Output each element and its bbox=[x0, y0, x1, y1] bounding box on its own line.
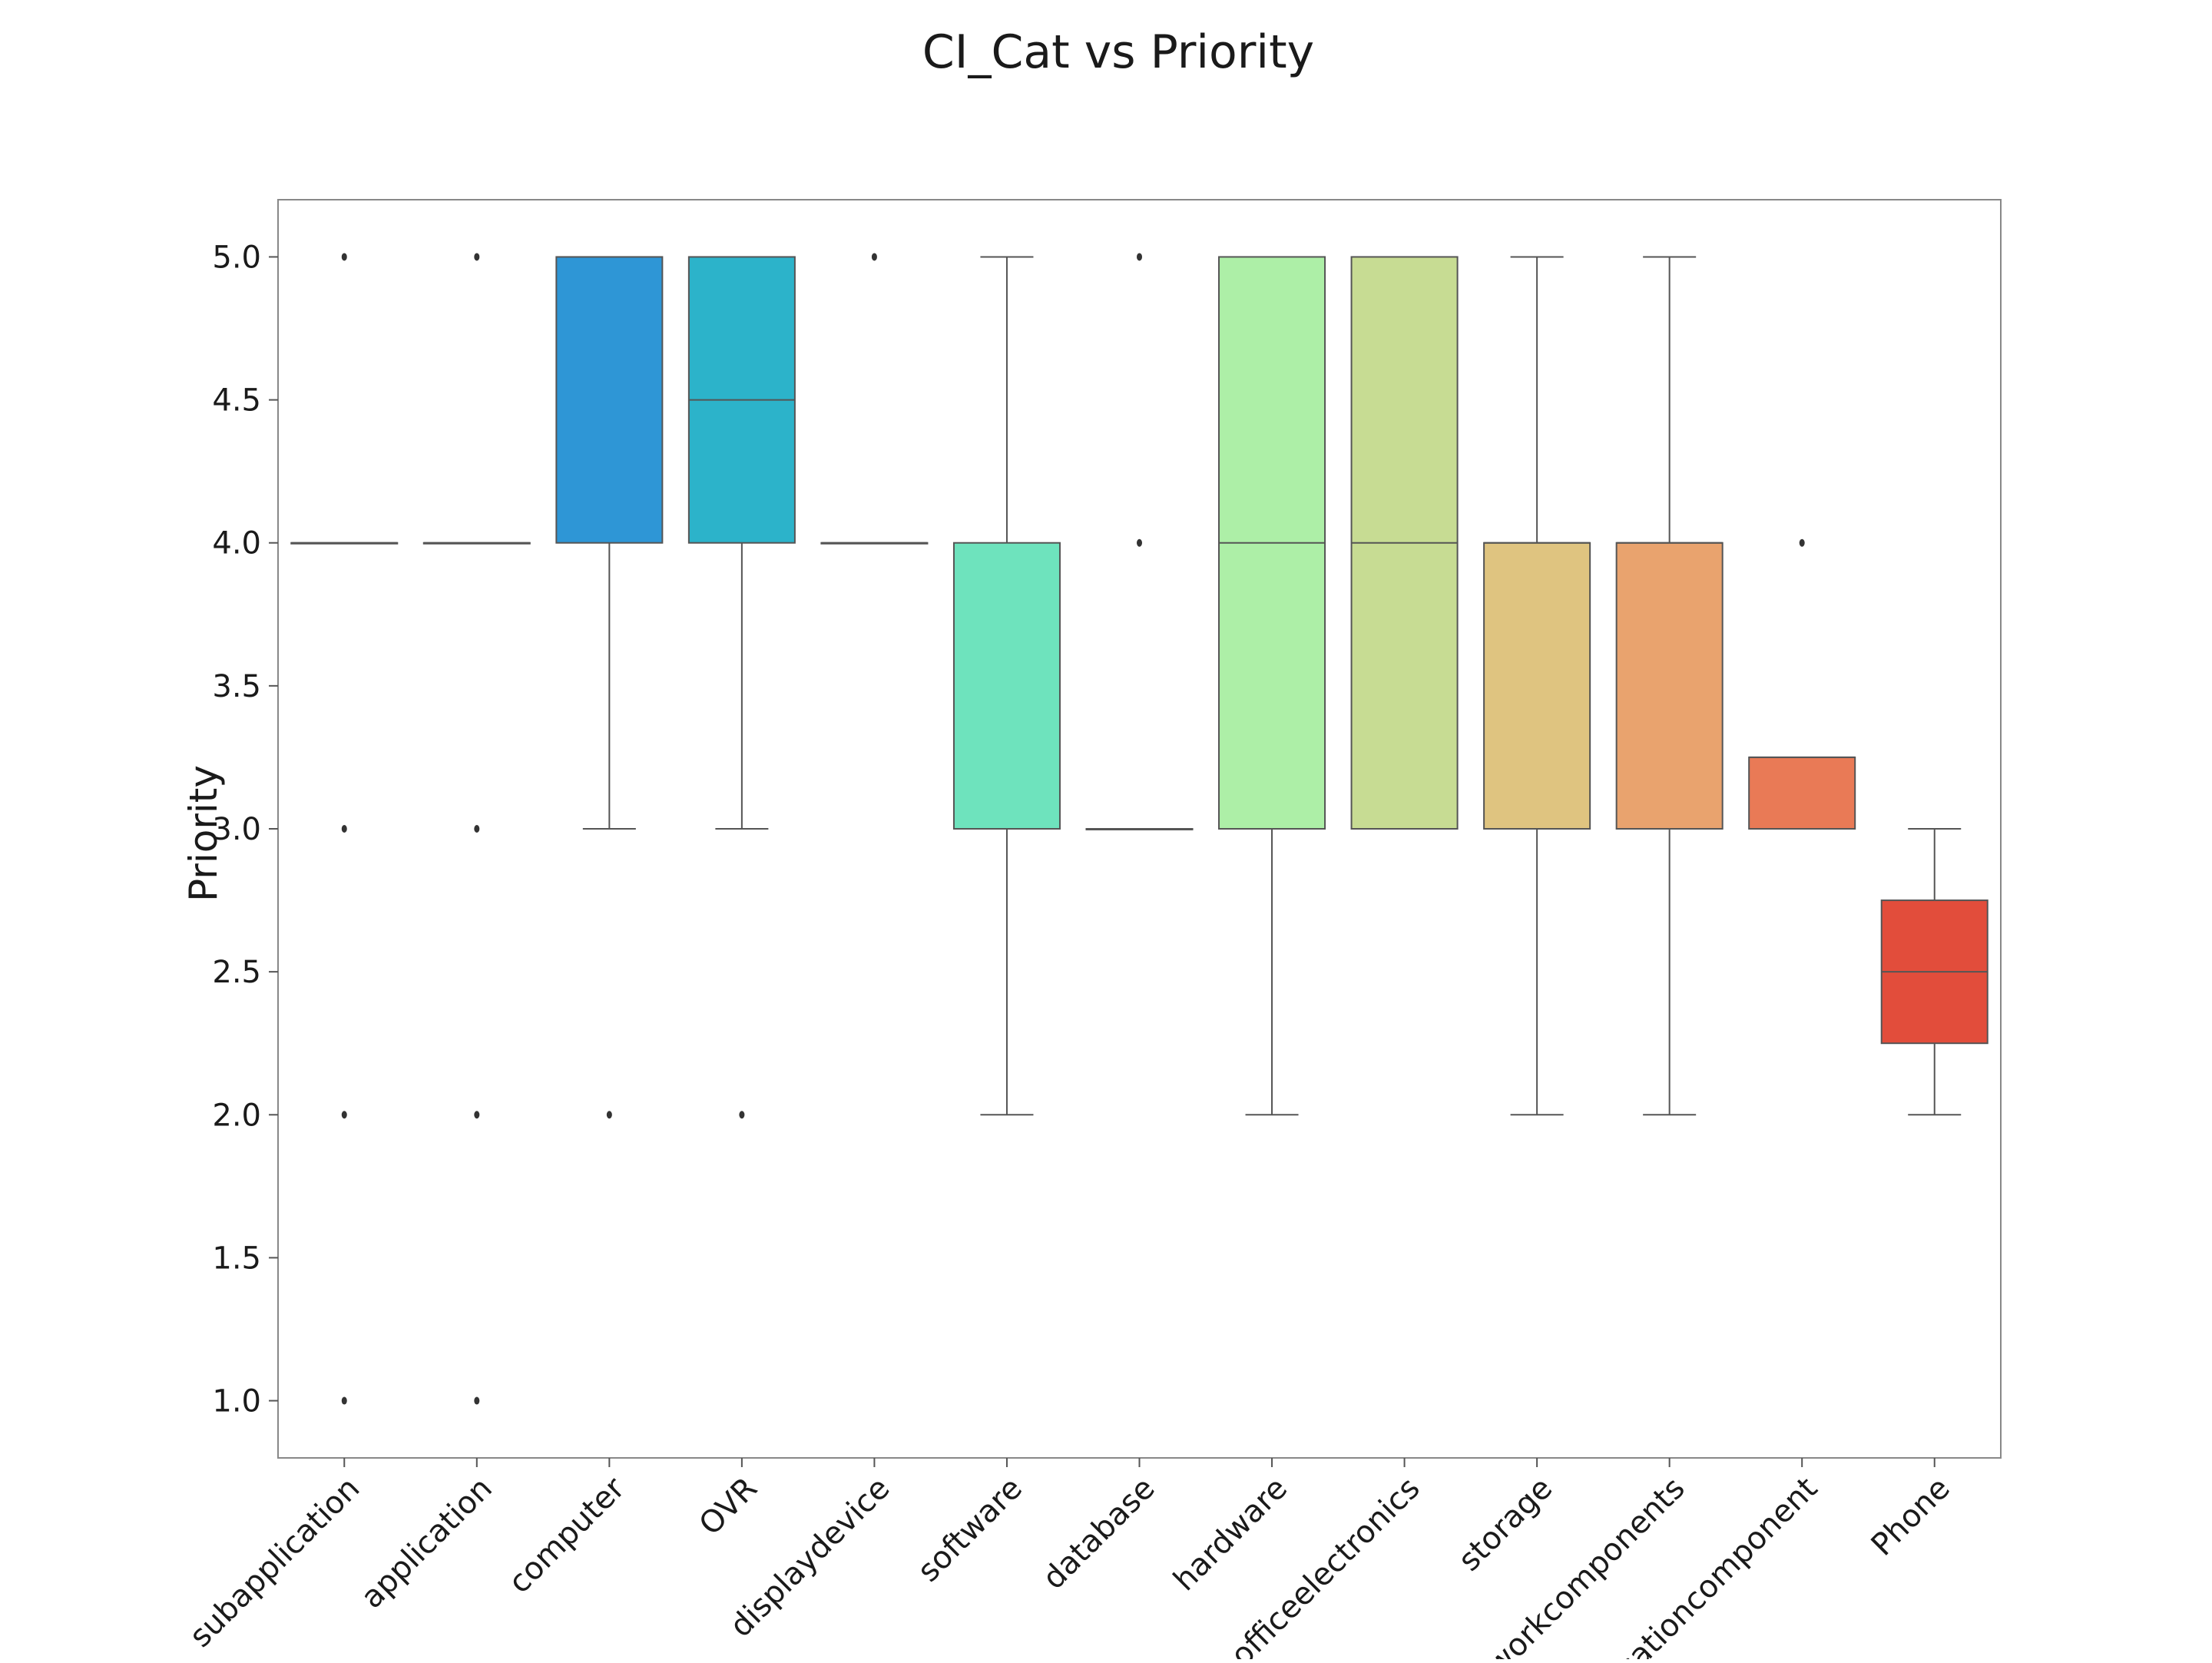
x-tick-label: computer bbox=[502, 1470, 631, 1600]
y-axis-label: Priority bbox=[181, 765, 226, 902]
box-computer bbox=[555, 256, 664, 544]
y-tick-label: 3.0 bbox=[212, 812, 261, 847]
x-tick-label: subapplication bbox=[183, 1471, 366, 1655]
outlier-point bbox=[341, 825, 347, 833]
x-tick-label: storage bbox=[1452, 1471, 1559, 1579]
box-applicationcomponent bbox=[1748, 756, 1856, 830]
x-tick-label: Phone bbox=[1865, 1471, 1957, 1563]
outlier-point bbox=[341, 253, 347, 261]
y-tick-label: 2.0 bbox=[212, 1098, 261, 1133]
x-tick-label: software bbox=[911, 1471, 1029, 1589]
chart-title: CI_Cat vs Priority bbox=[922, 25, 1314, 79]
outlier-point bbox=[739, 1111, 745, 1119]
y-tick-label: 2.5 bbox=[212, 955, 261, 990]
outlier-point bbox=[871, 253, 877, 261]
outlier-point bbox=[474, 825, 480, 833]
y-tick-label: 5.0 bbox=[212, 240, 261, 275]
outlier-point bbox=[341, 1396, 347, 1405]
box-storage bbox=[1483, 542, 1591, 830]
y-tick-label: 4.5 bbox=[212, 383, 261, 419]
outlier-point bbox=[474, 1111, 480, 1119]
x-tick-label: database bbox=[1036, 1471, 1162, 1597]
y-tick-label: 1.5 bbox=[212, 1241, 261, 1276]
outlier-point bbox=[341, 1111, 347, 1119]
box-software bbox=[952, 542, 1061, 830]
box-networkcomponents bbox=[1615, 542, 1724, 830]
x-tick-label: hardware bbox=[1167, 1471, 1294, 1598]
y-tick-label: 3.5 bbox=[212, 669, 261, 704]
x-tick-label: application bbox=[354, 1471, 499, 1616]
outlier-point bbox=[474, 1396, 480, 1405]
plot-layer: 1.0 1.5 2.0 2.5 3.0 3.5 4.0 4.5 5.0 subapplicatio… bbox=[183, 199, 2002, 1663]
x-tick-label: OVR bbox=[693, 1471, 764, 1542]
y-tick-label: 4.0 bbox=[212, 526, 261, 562]
outlier-point bbox=[1137, 253, 1142, 261]
outlier-point bbox=[606, 1111, 612, 1119]
outlier-point bbox=[1799, 538, 1805, 547]
outlier-point bbox=[474, 253, 480, 261]
y-tick-label: 1.0 bbox=[212, 1384, 261, 1420]
outlier-point bbox=[1137, 538, 1142, 547]
